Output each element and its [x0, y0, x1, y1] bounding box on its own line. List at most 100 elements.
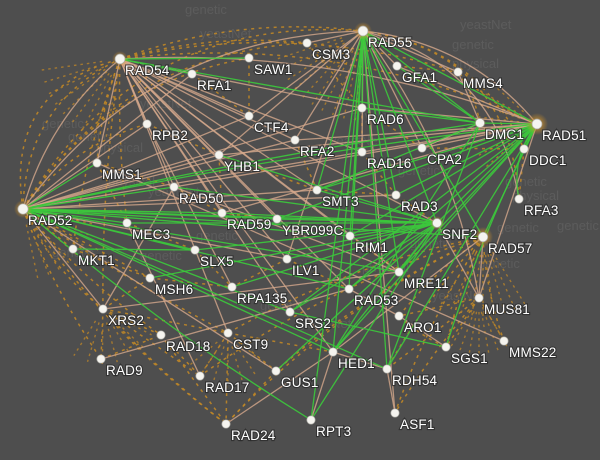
node-label-GUS1: GUS1: [281, 375, 319, 390]
node-CSM3[interactable]: [302, 38, 312, 48]
node-RFA3[interactable]: [514, 194, 524, 204]
node-RFA1[interactable]: [187, 69, 197, 79]
dash-ray: [331, 51, 357, 116]
edge-RAD51-MUS81: [478, 123, 538, 299]
dash-ray: [80, 74, 113, 132]
node-label-ARO1: ARO1: [404, 320, 442, 335]
node-RIM1[interactable]: [345, 231, 355, 241]
dash-ray: [302, 46, 349, 99]
node-RAD52[interactable]: [17, 203, 29, 215]
node-XRS2[interactable]: [98, 304, 108, 314]
node-RFA2[interactable]: [290, 135, 300, 145]
node-RAD51[interactable]: [531, 118, 543, 130]
edge-CST9-HED1: [227, 332, 334, 353]
edge-RAD57-GUS1: [275, 236, 484, 372]
node-CST9[interactable]: [223, 328, 233, 338]
node-YHB1[interactable]: [214, 150, 224, 160]
node-MMS1[interactable]: [92, 158, 102, 168]
node-RAD54[interactable]: [114, 53, 126, 65]
edge-RAD52-RDH54: [22, 208, 388, 370]
node-RAD17[interactable]: [195, 371, 205, 381]
node-MMS22[interactable]: [499, 336, 509, 346]
node-RAD59[interactable]: [217, 208, 227, 218]
edge-DMC1-RAD6: [361, 107, 481, 124]
node-RDH54[interactable]: [382, 364, 392, 374]
edge-RAD52-RAD3: [22, 194, 397, 210]
node-GFA1[interactable]: [392, 61, 402, 71]
node-SMT3[interactable]: [312, 185, 322, 195]
node-label-CST9: CST9: [233, 337, 268, 352]
node-RAD9[interactable]: [96, 354, 106, 364]
node-CTF4[interactable]: [244, 111, 254, 121]
node-RPT3[interactable]: [306, 415, 316, 425]
dash-ray: [342, 52, 359, 120]
node-MSH6[interactable]: [145, 273, 155, 283]
edge-RAD55-RAD51: [362, 30, 538, 125]
node-HED1[interactable]: [328, 347, 338, 357]
edge-RPA135-RPB2: [146, 123, 233, 288]
node-RAD16[interactable]: [357, 147, 367, 157]
edge-CST9-RAD17: [199, 332, 229, 377]
edge-SNF2-HED1: [332, 222, 438, 353]
node-label-MEC3: MEC3: [132, 227, 170, 242]
node-RAD18[interactable]: [156, 330, 166, 340]
node-label-XRS2: XRS2: [108, 313, 144, 328]
node-SLX5[interactable]: [190, 245, 200, 255]
node-MKT1[interactable]: [68, 244, 78, 254]
node-RAD24[interactable]: [221, 419, 231, 429]
node-SAW1[interactable]: [244, 53, 254, 63]
node-SGS1[interactable]: [441, 342, 451, 352]
watermark-text: physical: [512, 188, 559, 203]
node-RAD57[interactable]: [477, 231, 489, 243]
node-CPA2[interactable]: [417, 143, 427, 153]
node-SNF2[interactable]: [432, 218, 442, 228]
dash-ray: [32, 220, 71, 265]
node-label-RPB2: RPB2: [152, 128, 188, 143]
node-DDC1[interactable]: [519, 144, 529, 154]
edge-RAD52-HED1: [22, 208, 334, 353]
node-SRS2[interactable]: [285, 307, 295, 317]
edge-RAD51-RAD53: [348, 123, 538, 290]
watermark-text: genetic: [42, 116, 84, 131]
edge-RAD53-ARO1: [348, 288, 400, 317]
node-MRE11[interactable]: [394, 267, 404, 277]
dash-ray: [483, 310, 500, 353]
edge-SGS1-ARO1: [398, 315, 447, 348]
node-MEC3[interactable]: [122, 218, 132, 228]
node-RAD55[interactable]: [357, 25, 369, 37]
edge-RAD55-RDH54: [362, 30, 388, 370]
edge-MUS81-MMS22: [478, 297, 505, 342]
edge-RAD54-MEC3: [118, 58, 128, 224]
node-MMS4[interactable]: [453, 67, 463, 77]
edge-RAD55-MMS4: [362, 30, 459, 73]
edge-RAD54-MKT1: [72, 58, 121, 250]
node-RPB2[interactable]: [142, 119, 152, 129]
node-RPA135[interactable]: [227, 282, 237, 292]
node-ILV1[interactable]: [282, 254, 292, 264]
node-RAD50[interactable]: [169, 182, 179, 192]
edge-SLX5-RPA135: [194, 249, 233, 288]
node-ARO1[interactable]: [394, 311, 404, 321]
edge-RAD51-HED1: [332, 123, 538, 353]
edge-MMS1-MMS22: [96, 162, 505, 342]
edge-RAD57-HED1: [332, 236, 484, 353]
node-label-RFA1: RFA1: [197, 78, 232, 93]
edge-RAD52-SMT3: [22, 189, 318, 210]
node-label-RDH54: RDH54: [392, 373, 438, 388]
node-DMC1[interactable]: [475, 118, 485, 128]
watermark-text: genetic: [505, 174, 547, 189]
node-RAD53[interactable]: [344, 284, 354, 294]
node-ASF1[interactable]: [390, 408, 400, 418]
edge-RAD51-SNF2: [436, 123, 538, 224]
edge-SRS2-SGS1: [289, 311, 447, 348]
node-GUS1[interactable]: [271, 366, 281, 376]
node-RAD6[interactable]: [357, 103, 367, 113]
node-label-RAD55: RAD55: [368, 35, 413, 50]
node-YBR099C[interactable]: [272, 214, 282, 224]
edge-RAD55-RAD51: [362, 30, 538, 125]
node-MUS81[interactable]: [474, 293, 484, 303]
node-RAD3[interactable]: [391, 190, 401, 200]
edge-RAD55-YHB1: [218, 30, 364, 156]
